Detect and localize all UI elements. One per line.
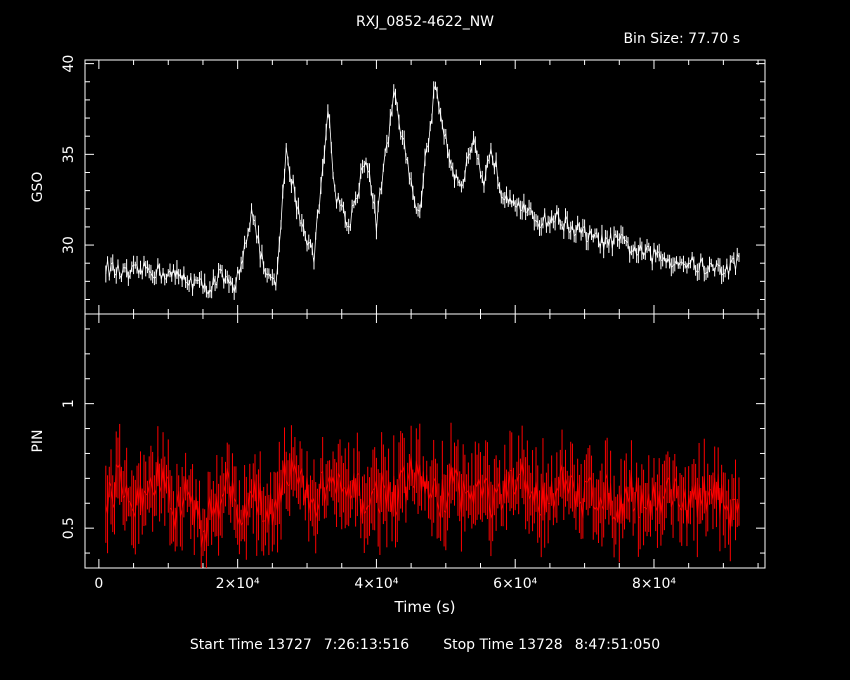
stop-time-value: 8:47:51:050 [574, 637, 661, 653]
x-tick-label: 2×10⁴ [216, 576, 260, 592]
y-tick-label: 30 [61, 236, 77, 254]
series-line [105, 455, 740, 548]
x-tick-label: 0 [94, 576, 103, 592]
time-range-footer: Start Time 13727 7:26:13:516 Stop Time 137… [0, 637, 850, 653]
stop-time-label: Stop Time 13728 [443, 637, 563, 653]
y-tick-label: 35 [61, 145, 77, 163]
gso-series [105, 81, 740, 300]
bin-size-label: Bin Size: 77.70 s [623, 31, 740, 47]
x-tick-label: 8×10⁴ [632, 576, 676, 592]
pin-series [105, 422, 740, 568]
y-tick-label: 0.5 [61, 517, 77, 539]
chart-title: RXJ_0852-4622_NW [355, 14, 495, 30]
y-axis-label: GSO [30, 172, 46, 203]
bottom-panel-frame [84, 313, 766, 569]
x-tick-label: 6×10⁴ [493, 576, 537, 592]
y-tick-label: 40 [61, 55, 77, 73]
x-tick-label: 4×10⁴ [354, 576, 398, 592]
start-time-value: 7:26:13:516 [323, 637, 410, 653]
x-axis-label: Time (s) [394, 598, 456, 616]
y-axis-label: PIN [30, 429, 46, 452]
axis-labels: 30 35 40 GSO 0.5 1 PIN 0 2×10⁴ 4×10⁴ 6×10⁴ 8×10⁴ Tim… [30, 55, 676, 616]
start-time-label: Start Time 13727 [189, 637, 312, 653]
top-panel-ticks [85, 60, 765, 314]
bottom-panel-ticks [85, 314, 765, 568]
y-tick-label: 1 [61, 399, 77, 408]
series-line [105, 84, 740, 296]
